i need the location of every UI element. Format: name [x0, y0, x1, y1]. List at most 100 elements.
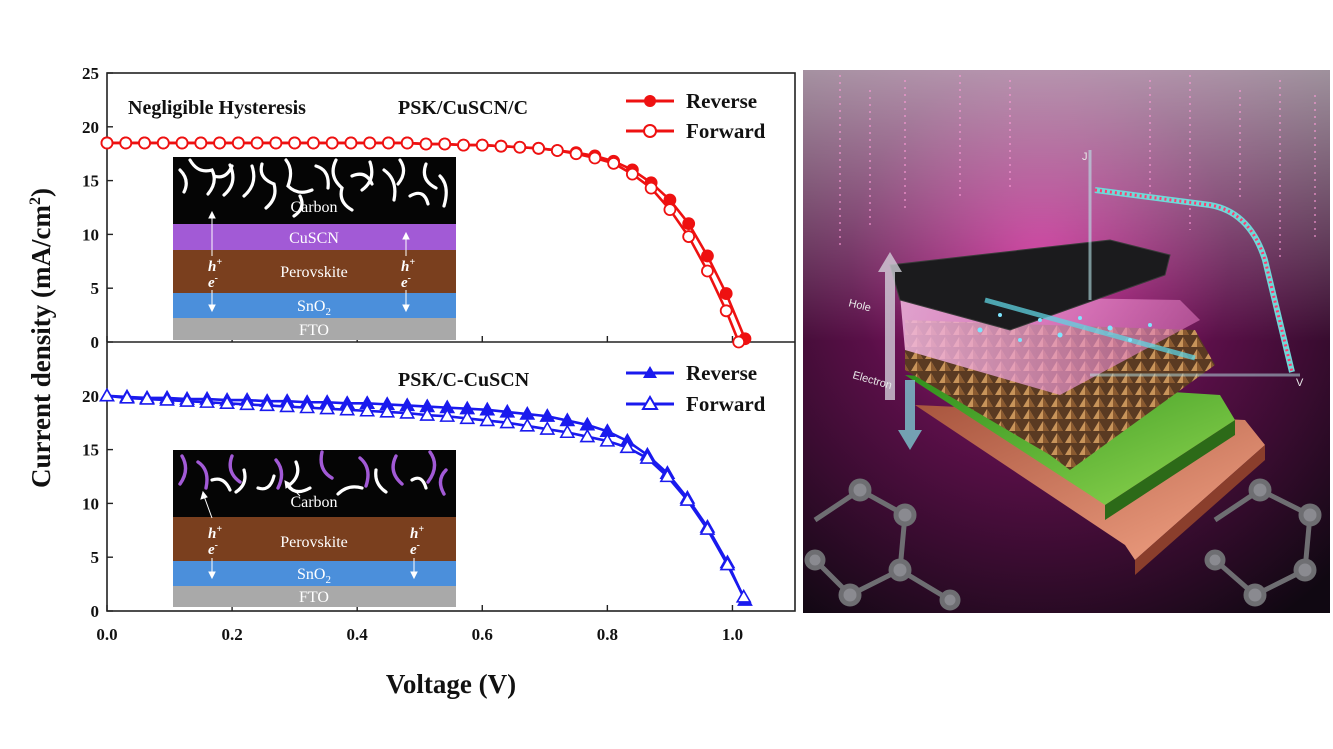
data-point	[559, 424, 576, 439]
data-point	[619, 439, 636, 454]
y-tick-label: 15	[82, 441, 99, 460]
x-ticks: 0.0 0.2 0.4 0.6 0.8 1.0	[96, 336, 743, 644]
data-point	[400, 136, 414, 150]
data-point	[159, 391, 175, 406]
data-point	[363, 136, 377, 150]
art-label-j: J	[1082, 151, 1088, 163]
fto-layer	[173, 318, 456, 340]
jv-chart: Current density (mA/cm2) Voltage (V) 0 5 1…	[26, 64, 796, 699]
data-point	[156, 136, 170, 150]
data-point	[359, 402, 376, 417]
data-point	[519, 417, 536, 432]
data-point	[569, 147, 583, 161]
data-point	[382, 136, 395, 150]
bottom-panel-title: PSK/C-CuSCN	[398, 369, 530, 391]
x-tick-label: 0.4	[347, 625, 369, 644]
data-point	[269, 136, 283, 150]
data-point	[639, 450, 656, 464]
data-point	[699, 521, 716, 535]
x-tick-label: 0.0	[96, 625, 117, 644]
data-point	[438, 137, 452, 151]
data-point	[735, 588, 752, 603]
data-point	[199, 394, 215, 408]
art-label-v: V	[1296, 377, 1304, 389]
carbon-label-2: Carbon	[290, 494, 337, 511]
top-inset-device: Carbon CuSCN Perovskite SnO2 FTO h+ e- h…	[173, 157, 456, 340]
legend-label-reverse: Reverse	[686, 89, 757, 113]
data-point	[659, 468, 676, 483]
data-point	[194, 136, 208, 150]
data-point	[179, 393, 195, 407]
data-point	[239, 396, 255, 411]
data-point	[139, 390, 155, 405]
x-tick-label: 0.2	[221, 625, 242, 644]
y-axis-title: Current density (mA/cm2)	[26, 188, 56, 488]
data-point	[607, 156, 621, 170]
circuit-traces	[839, 75, 1316, 260]
fto-layer-2	[173, 586, 456, 607]
data-point	[339, 401, 356, 416]
data-point	[625, 167, 639, 181]
data-point	[475, 138, 489, 152]
carbon-sheet	[889, 239, 1171, 331]
sno2-label-2: SnO2	[297, 566, 331, 586]
y-tick-label: 10	[82, 494, 99, 513]
legend-label-forward-2: Forward	[686, 392, 766, 416]
top-y-ticks: 0 5 10 15 20 25	[82, 64, 113, 352]
carbon-cuscn-layer	[173, 450, 456, 517]
data-point	[119, 389, 135, 404]
fto-label: FTO	[299, 322, 329, 339]
data-point	[679, 492, 696, 506]
data-point	[259, 397, 275, 412]
data-point	[288, 136, 302, 150]
perovskite-label: Perovskite	[280, 264, 348, 281]
carrier-arrows-right	[402, 231, 410, 313]
carbon-network	[178, 158, 448, 218]
data-point	[231, 136, 245, 150]
series-forward	[100, 136, 746, 349]
sno2-label: SnO2	[297, 298, 331, 318]
top-panel-title: PSK/CuSCN/C	[398, 97, 528, 119]
electron-label-right: e-	[401, 273, 411, 291]
data-point	[579, 428, 596, 443]
sparkles	[977, 313, 1152, 342]
data-point	[457, 138, 470, 152]
legend-marker-forward-2	[641, 395, 659, 410]
sno2-slab-side	[1105, 420, 1235, 520]
y-tick-label: 0	[91, 602, 100, 621]
data-point	[459, 410, 476, 425]
legend-marker-reverse	[644, 95, 656, 107]
fto-label-2: FTO	[299, 589, 329, 606]
data-point	[494, 139, 508, 153]
x-tick-label: 1.0	[722, 625, 743, 644]
bottom-legend: Reverse Forward	[626, 361, 766, 416]
y-tick-label: 25	[82, 64, 99, 83]
carrier-arrows-left	[208, 210, 216, 313]
data-point	[682, 217, 696, 231]
data-point	[719, 287, 733, 300]
y-tick-label: 20	[82, 387, 99, 406]
data-point	[732, 335, 746, 349]
carbon-label: Carbon	[290, 199, 337, 216]
y-tick-label: 20	[82, 118, 99, 137]
carbon-layer	[173, 157, 456, 224]
series-layer	[99, 136, 753, 606]
legend-label-reverse-2: Reverse	[686, 361, 757, 385]
data-point	[399, 404, 416, 419]
electron-label-right-2: e-	[410, 540, 420, 558]
data-point	[499, 414, 516, 429]
data-point	[250, 136, 264, 150]
legend-label-forward: Forward	[686, 119, 766, 143]
perovskite-layer-2	[173, 517, 456, 561]
data-point	[701, 249, 714, 263]
data-point	[119, 136, 133, 150]
perovskite-layer	[173, 250, 456, 293]
data-point	[682, 230, 696, 243]
data-point	[213, 136, 226, 150]
data-point	[319, 400, 336, 415]
legend-marker-reverse-2	[643, 366, 657, 378]
data-point	[279, 398, 296, 413]
legend-marker-forward	[643, 124, 657, 138]
sno2-layer-2	[173, 561, 456, 586]
data-point	[299, 399, 316, 414]
